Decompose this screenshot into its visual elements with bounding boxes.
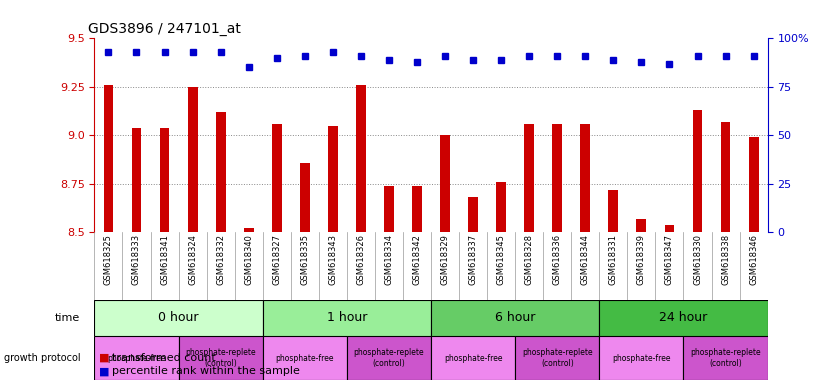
Text: GSM618336: GSM618336	[553, 234, 562, 285]
Text: GSM618327: GSM618327	[273, 234, 282, 285]
Bar	[721, 122, 731, 232]
Text: time: time	[55, 313, 80, 323]
Bar	[179, 336, 263, 380]
Bar	[412, 186, 422, 232]
Text: GSM618337: GSM618337	[469, 234, 478, 285]
Text: GSM618325: GSM618325	[104, 234, 113, 285]
Text: phosphate-replete
(control): phosphate-replete (control)	[354, 348, 424, 368]
Bar	[468, 197, 478, 232]
Bar	[496, 182, 506, 232]
Text: GSM618342: GSM618342	[412, 234, 421, 285]
Text: GSM618332: GSM618332	[216, 234, 225, 285]
Text: GSM618326: GSM618326	[356, 234, 365, 285]
Text: transformed count: transformed count	[112, 353, 216, 363]
Bar	[636, 219, 646, 232]
Text: phosphate-replete
(control): phosphate-replete (control)	[186, 348, 256, 368]
Text: GSM618339: GSM618339	[637, 234, 646, 285]
Bar	[431, 336, 516, 380]
Bar	[263, 300, 431, 336]
Bar	[431, 300, 599, 336]
Text: GSM618343: GSM618343	[328, 234, 337, 285]
Bar	[664, 225, 674, 232]
Text: GSM618324: GSM618324	[188, 234, 197, 285]
Text: 1 hour: 1 hour	[327, 311, 367, 324]
Bar	[244, 228, 254, 232]
Bar	[188, 87, 198, 232]
Bar	[693, 110, 703, 232]
Text: ■: ■	[99, 353, 109, 363]
Bar	[159, 127, 169, 232]
Text: GSM618340: GSM618340	[244, 234, 253, 285]
Text: GSM618345: GSM618345	[497, 234, 506, 285]
Bar	[216, 112, 226, 232]
Bar	[599, 336, 683, 380]
Bar	[300, 162, 310, 232]
Text: phosphate-free: phosphate-free	[276, 354, 334, 362]
Bar	[749, 137, 759, 232]
Text: GSM618347: GSM618347	[665, 234, 674, 285]
Bar	[131, 127, 141, 232]
Bar	[384, 186, 394, 232]
Bar	[347, 336, 431, 380]
Bar	[525, 124, 534, 232]
Bar	[328, 126, 337, 232]
Text: GSM618329: GSM618329	[441, 234, 450, 285]
Text: 24 hour: 24 hour	[659, 311, 708, 324]
Text: phosphate-replete
(control): phosphate-replete (control)	[690, 348, 761, 368]
Text: phosphate-replete
(control): phosphate-replete (control)	[522, 348, 593, 368]
Text: ■: ■	[99, 366, 109, 376]
Text: phosphate-free: phosphate-free	[444, 354, 502, 362]
Bar	[440, 135, 450, 232]
Text: GSM618333: GSM618333	[132, 234, 141, 285]
Bar	[683, 336, 768, 380]
Text: GSM618331: GSM618331	[609, 234, 618, 285]
Bar	[608, 190, 618, 232]
Text: 6 hour: 6 hour	[495, 311, 535, 324]
Bar	[103, 85, 113, 232]
Bar	[272, 124, 282, 232]
Bar	[263, 336, 347, 380]
Bar	[516, 336, 599, 380]
Bar	[599, 300, 768, 336]
Text: GSM618341: GSM618341	[160, 234, 169, 285]
Bar	[94, 300, 263, 336]
Bar	[94, 336, 179, 380]
Bar	[553, 124, 562, 232]
Text: GDS3896 / 247101_at: GDS3896 / 247101_at	[88, 22, 241, 36]
Text: GSM618338: GSM618338	[721, 234, 730, 285]
Text: phosphate-free: phosphate-free	[612, 354, 671, 362]
Text: GSM618334: GSM618334	[384, 234, 393, 285]
Text: GSM618330: GSM618330	[693, 234, 702, 285]
Text: percentile rank within the sample: percentile rank within the sample	[112, 366, 300, 376]
Text: growth protocol: growth protocol	[4, 353, 80, 363]
Text: 0 hour: 0 hour	[158, 311, 199, 324]
Text: phosphate-free: phosphate-free	[108, 354, 166, 362]
Text: GSM618344: GSM618344	[580, 234, 589, 285]
Bar	[356, 85, 366, 232]
Text: GSM618328: GSM618328	[525, 234, 534, 285]
Bar	[580, 124, 590, 232]
Text: GSM618346: GSM618346	[749, 234, 758, 285]
Text: GSM618335: GSM618335	[300, 234, 310, 285]
